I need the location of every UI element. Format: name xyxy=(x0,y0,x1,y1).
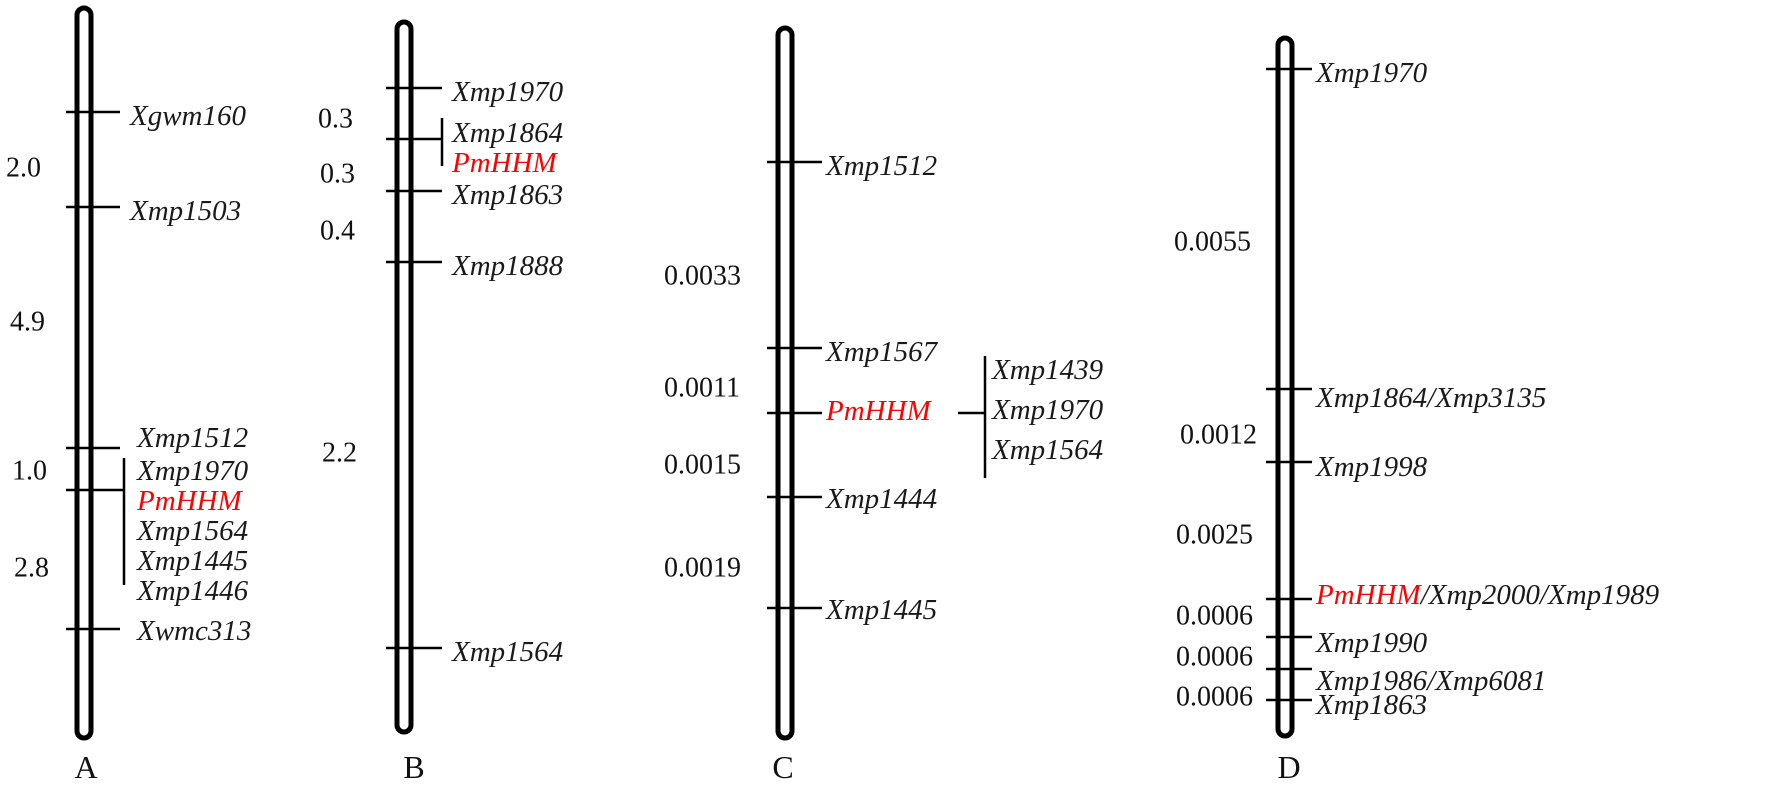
gene-label-pmhhm: PmHHM xyxy=(136,485,244,517)
marker-label: Xmp1564 xyxy=(991,434,1103,466)
marker-label: Xgwm160 xyxy=(129,100,247,132)
marker-label: Xmp1444 xyxy=(825,483,937,515)
marker-label: Xmp1503 xyxy=(129,195,241,227)
marker-label: Xmp1439 xyxy=(991,354,1104,386)
genetic-distance-label: 2.8 xyxy=(14,552,49,583)
marker-label: Xmp1863 xyxy=(1315,689,1427,721)
marker-label: Xmp1567 xyxy=(825,336,939,368)
genetic-distance-label: 0.3 xyxy=(320,158,355,189)
genetic-distance-label: 4.9 xyxy=(10,306,45,337)
genetic-distance-label: 0.0019 xyxy=(664,552,741,583)
gene-label-pmhhm: PmHHM xyxy=(825,395,933,427)
chromosome-panel-c: Xmp1512 Xmp1567 PmHHM Xmp1444 Xmp1445 Xmp1439… xyxy=(664,25,1104,785)
chromosome-bar xyxy=(775,25,795,741)
gene-label-pmhhm: PmHHM xyxy=(451,147,559,179)
genetic-distance-label: 0.0055 xyxy=(1174,226,1251,257)
chromosome-panel-a: Xgwm160 Xmp1503 Xmp1512Xmp1970PmHHMXmp1564… xyxy=(6,5,251,785)
panel-label: B xyxy=(403,749,424,785)
marker-label: Xmp1986/Xmp6081 xyxy=(1315,665,1546,697)
panel-label: A xyxy=(74,749,97,785)
marker-label: Xmp1564 xyxy=(136,515,248,547)
marker-label: Xmp1970 xyxy=(136,455,249,487)
genetic-distance-label: 0.3 xyxy=(318,103,353,134)
marker-label: Xmp1445 xyxy=(825,594,937,626)
chromosome-bar xyxy=(1275,35,1295,739)
marker-label: Xmp1863 xyxy=(451,179,563,211)
genetic-distance-label: 0.0006 xyxy=(1176,681,1253,712)
genetic-distance-label: 0.0015 xyxy=(664,449,741,480)
marker-label: Xmp1970 xyxy=(991,394,1104,426)
marker-label: Xmp1864/Xmp3135 xyxy=(1315,382,1546,414)
chromosome-bar xyxy=(394,19,414,735)
marker-label: Xmp1864 xyxy=(451,117,563,149)
chromosome-panel-d: Xmp1970 Xmp1864/Xmp3135 Xmp1998 PmHHM/Xmp20… xyxy=(1174,35,1660,785)
marker-label: Xmp1564 xyxy=(451,636,563,668)
genetic-distance-label: 0.0011 xyxy=(664,372,740,403)
genetic-distance-label: 0.0033 xyxy=(664,260,741,291)
marker-label: Xmp1512 xyxy=(825,150,937,182)
gene-label-pmhhm: PmHHM/Xmp2000/Xmp1989 xyxy=(1315,579,1660,611)
marker-label: Xmp1970 xyxy=(451,76,564,108)
chromosome-bar xyxy=(74,5,94,741)
genetic-distance-label: 1.0 xyxy=(12,455,47,486)
genetic-distance-label: 0.0006 xyxy=(1176,600,1253,631)
genetic-distance-label: 2.0 xyxy=(6,152,41,183)
marker-label: Xmp1888 xyxy=(451,250,564,282)
marker-label: Xmp1512 xyxy=(136,422,248,454)
marker-label: Xmp1990 xyxy=(1315,627,1428,659)
panel-label: C xyxy=(772,749,793,785)
genetic-distance-label: 0.0006 xyxy=(1176,641,1253,672)
marker-label: Xmp1970 xyxy=(1315,57,1428,89)
marker-label: Xmp1998 xyxy=(1315,451,1428,483)
genetic-distance-label: 0.0025 xyxy=(1176,519,1253,550)
panel-label: D xyxy=(1277,749,1300,785)
genetic-distance-label: 0.0012 xyxy=(1180,419,1257,450)
marker-label: Xwmc313 xyxy=(136,615,251,647)
genetic-distance-label: 0.4 xyxy=(320,215,355,246)
marker-label: Xmp1446 xyxy=(136,575,249,607)
marker-label: Xmp1445 xyxy=(136,545,248,577)
genetic-distance-label: 2.2 xyxy=(322,437,357,468)
